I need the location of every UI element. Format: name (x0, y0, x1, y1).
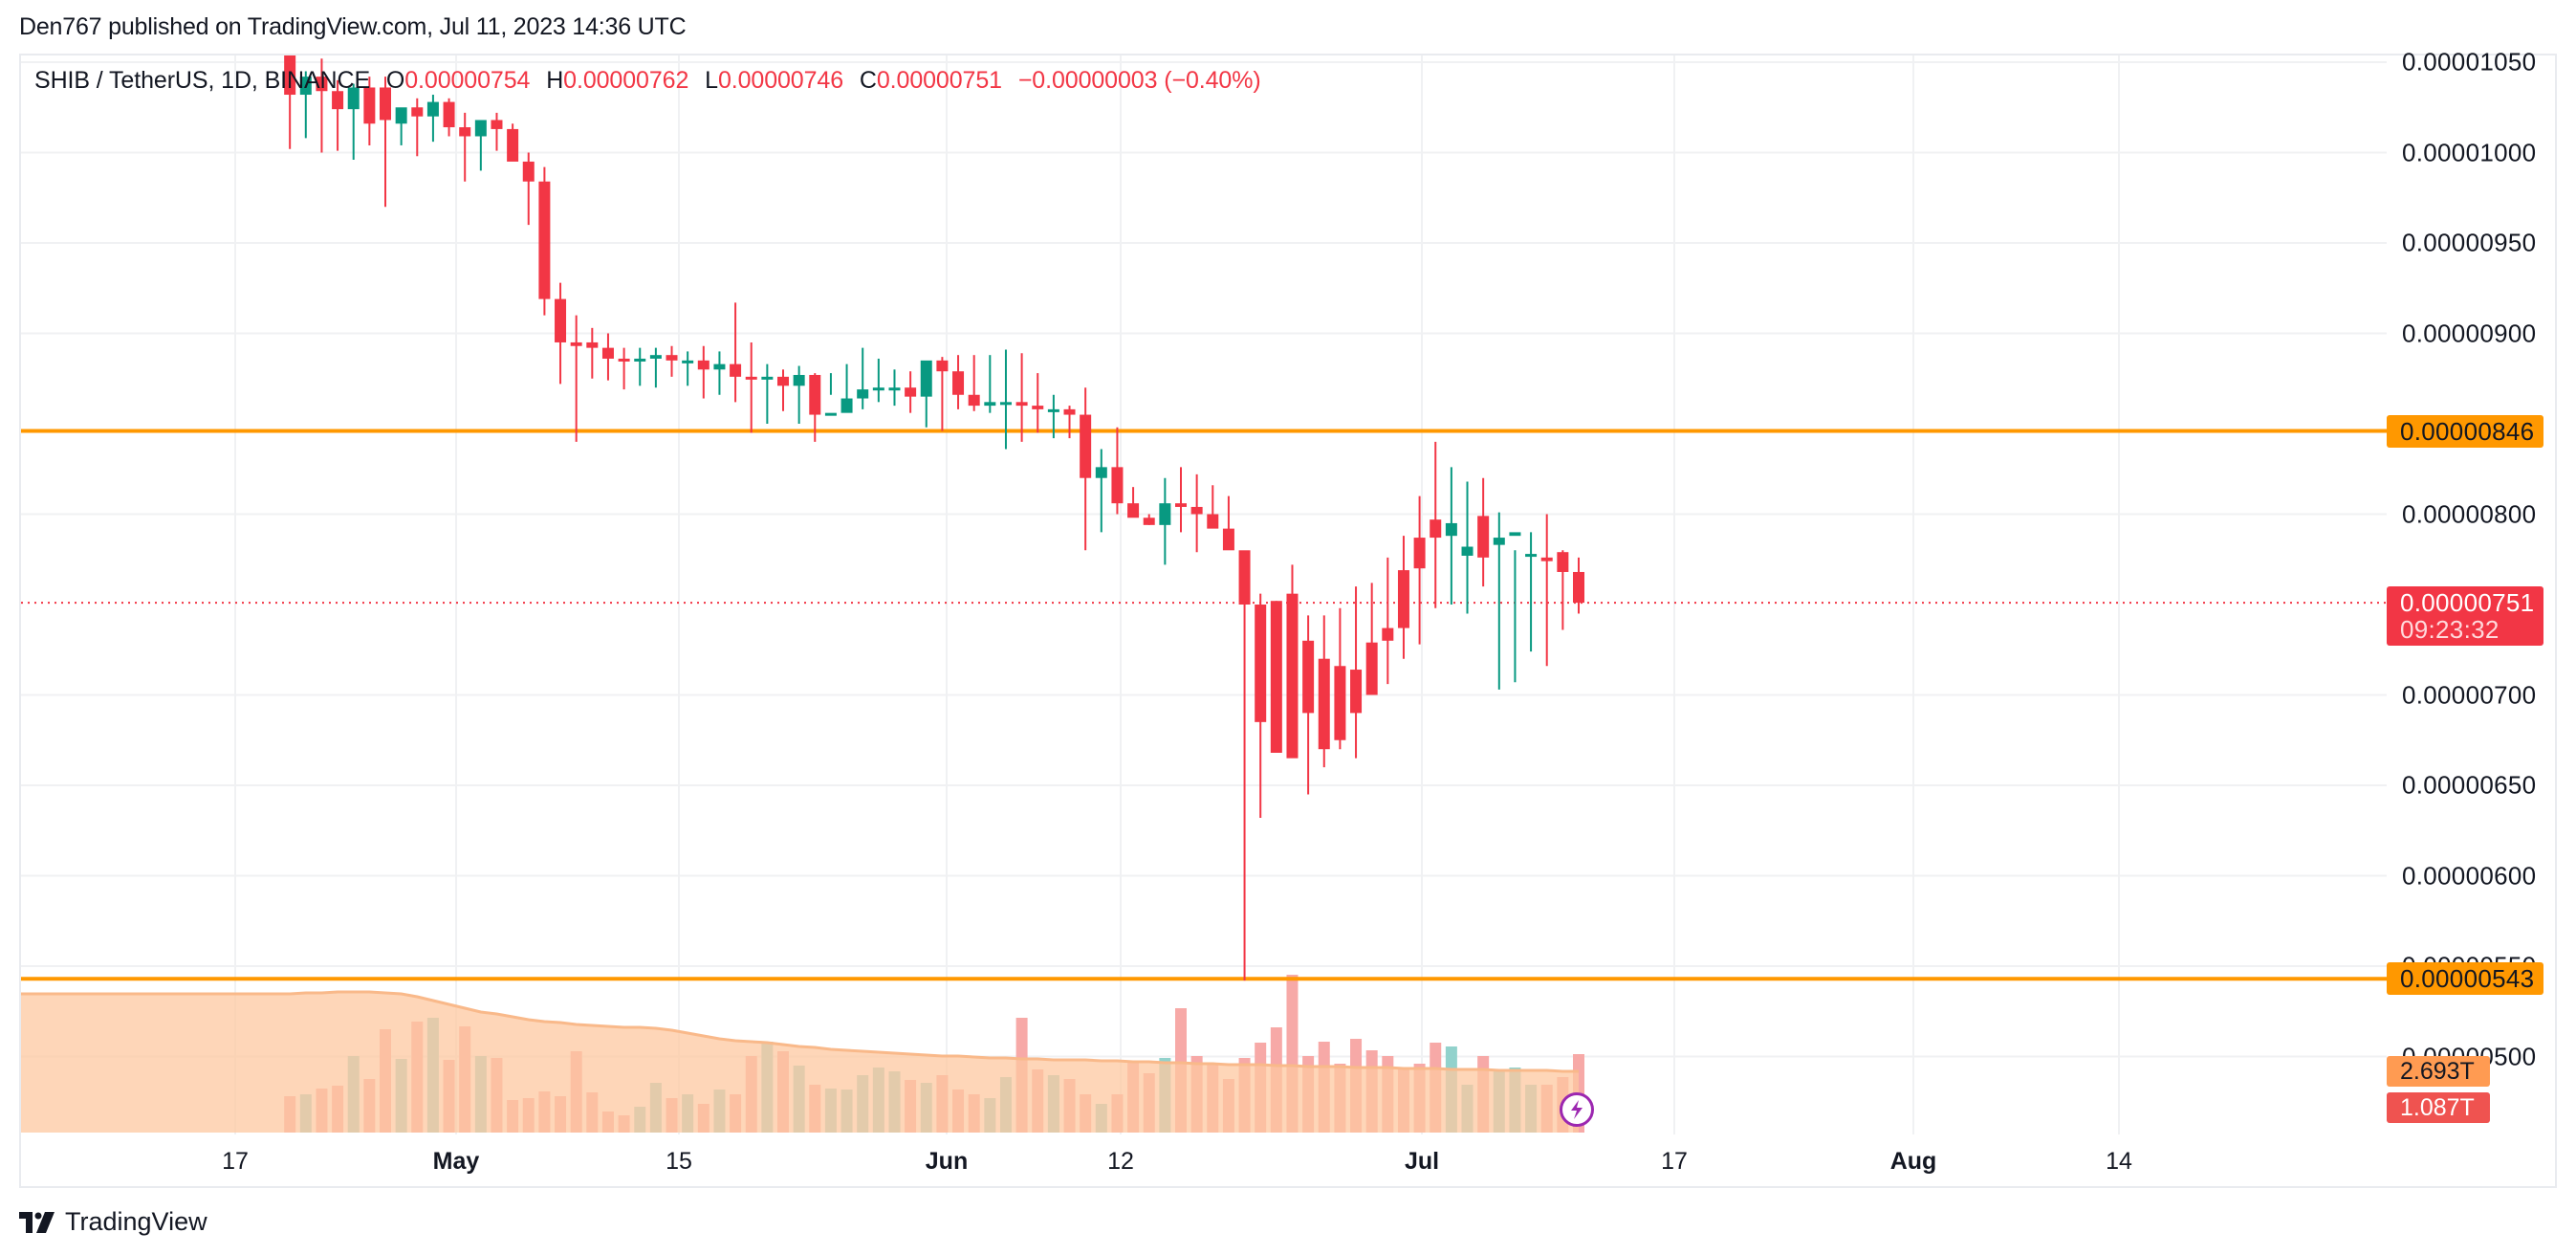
volume-current-tag: 1.087T (2387, 1092, 2490, 1123)
price-tick-label: 0.00001050 (2402, 47, 2537, 77)
level-price-tag: 0.00000543 (2387, 962, 2543, 996)
volume-ma-tag: 2.693T (2387, 1056, 2490, 1087)
tradingview-logo-icon (19, 1211, 55, 1233)
time-tick-label: Aug (1889, 1148, 1937, 1175)
lightning-icon[interactable] (1560, 1092, 1594, 1127)
high-value: 0.00000762 (563, 67, 689, 94)
close-label: C (859, 67, 877, 94)
symbol-legend: SHIB / TetherUS, 1D, BINANCE O0.00000754… (34, 67, 1261, 95)
close-value: 0.00000751 (876, 67, 1002, 94)
price-tick-label: 0.00000600 (2402, 861, 2537, 890)
chart-frame[interactable] (19, 54, 2557, 1188)
publish-info: Den767 published on TradingView.com, Jul… (19, 13, 687, 40)
level-price-tag: 0.00000846 (2387, 414, 2543, 448)
low-label: L (705, 67, 718, 94)
time-tick-label: 15 (666, 1148, 692, 1175)
bar-countdown: 09:23:32 (2400, 615, 2500, 645)
price-tick-label: 0.00000800 (2402, 499, 2537, 528)
time-tick-label: 14 (2106, 1148, 2132, 1175)
time-tick-label: Jul (1404, 1148, 1440, 1175)
price-tick-label: 0.00000950 (2402, 228, 2537, 257)
high-label: H (546, 67, 564, 94)
change-value: −0.00000003 (−0.40%) (1017, 67, 1261, 94)
time-tick-label: 17 (222, 1148, 249, 1175)
brand-name: TradingView (65, 1207, 207, 1236)
low-value: 0.00000746 (717, 67, 844, 94)
time-tick-label: 12 (1107, 1148, 1134, 1175)
time-tick-label: 17 (1661, 1148, 1688, 1175)
symbol-name[interactable]: SHIB / TetherUS, 1D, BINANCE (34, 67, 371, 94)
time-tick-label: Jun (925, 1148, 969, 1175)
last-price-value: 0.00000751 (2400, 588, 2535, 618)
price-tick-label: 0.00000650 (2402, 770, 2537, 800)
price-tick-label: 0.00000700 (2402, 680, 2537, 709)
price-tick-label: 0.00001000 (2402, 138, 2537, 166)
last-price-tag: 0.00000751 09:23:32 (2387, 586, 2543, 647)
open-label: O (385, 67, 405, 94)
tradingview-brand[interactable]: TradingView (19, 1207, 207, 1237)
price-tick-label: 0.00000900 (2402, 319, 2537, 347)
time-tick-label: May (432, 1148, 480, 1175)
open-value: 0.00000754 (404, 67, 531, 94)
